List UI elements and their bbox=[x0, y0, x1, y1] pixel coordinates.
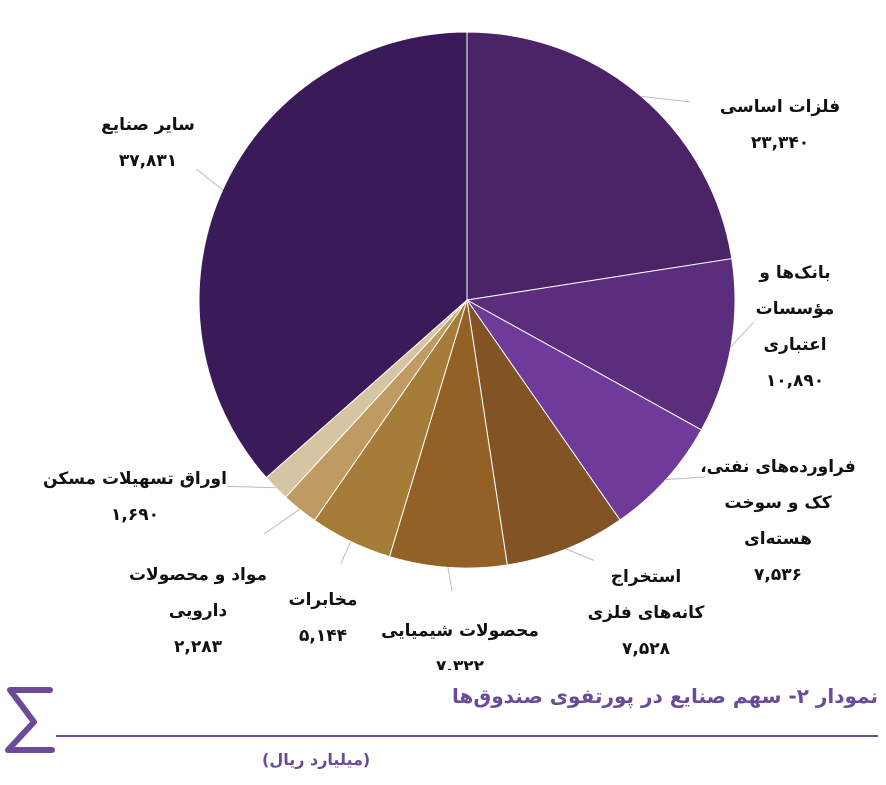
slice-value-7: ۲,۲۸۳ bbox=[174, 637, 223, 657]
slice-label-3-line-1: فراورده‌های نفتی، bbox=[700, 457, 856, 477]
slice-value-8: ۱,۶۹۰ bbox=[111, 505, 159, 525]
slice-label-2-line-1: بانک‌ها و bbox=[758, 263, 830, 283]
slice-value-3: ۷,۵۳۶ bbox=[754, 565, 802, 585]
slice-value-5: ۷,۳۲۲ bbox=[436, 657, 485, 670]
slice-value-1: ۲۳,۳۴۰ bbox=[751, 133, 809, 153]
leader-line-8 bbox=[226, 485, 276, 489]
pie-slice-2 bbox=[465, 258, 736, 431]
leader-line-9 bbox=[196, 168, 223, 191]
slice-label-2-line-3: اعتباری bbox=[763, 335, 826, 355]
slice-label-7-line-2: دارویی bbox=[169, 601, 228, 621]
slice-value-4: ۷,۵۲۸ bbox=[622, 639, 671, 659]
leader-line-2 bbox=[730, 322, 754, 348]
pie-slice-3 bbox=[466, 299, 703, 521]
slice-value-2: ۱۰,۸۹۰ bbox=[766, 371, 824, 391]
pie-slice-5 bbox=[388, 299, 508, 569]
slice-label-4-line-1: استخراج bbox=[611, 567, 681, 587]
leader-line-1 bbox=[641, 95, 690, 103]
slice-label-6-line-1: مخابرات bbox=[288, 590, 357, 610]
slice-label-8-line-1: اوراق تسهیلات مسکن bbox=[43, 469, 227, 489]
slice-label-9-line-1: سایر صنایع bbox=[101, 115, 195, 135]
title-underline bbox=[56, 735, 878, 737]
leader-line-3 bbox=[665, 476, 706, 481]
slice-label-2-line-2: مؤسسات bbox=[756, 299, 835, 319]
sigma-icon bbox=[5, 687, 55, 753]
leader-line-5 bbox=[447, 567, 453, 592]
slice-label-3-line-3: هسته‌ای bbox=[744, 529, 812, 549]
leader-line-7 bbox=[263, 508, 300, 535]
leader-line-6 bbox=[340, 541, 352, 564]
slice-label-7-line-1: مواد و محصولات bbox=[129, 565, 267, 585]
slice-value-9: ۳۷,۸۳۱ bbox=[119, 151, 177, 171]
chart-title: نمودار ۲- سهم صنایع در پورتفوی صندوق‌ها bbox=[452, 684, 878, 708]
slice-label-5-line-1: محصولات شیمیایی bbox=[381, 621, 539, 641]
pie-slice-9 bbox=[198, 31, 468, 479]
slice-value-6: ۵,۱۴۴ bbox=[299, 626, 347, 646]
pie-slice-4 bbox=[466, 299, 621, 566]
slice-label-4-line-2: کانه‌های فلزی bbox=[588, 603, 705, 623]
pie-slice-1 bbox=[466, 31, 733, 301]
pie-chart: فلزات اساسی ۲۳,۳۴۰ بانک‌ها و مؤسسات اعتباری ۱… bbox=[43, 31, 856, 670]
leader-line-4 bbox=[566, 548, 595, 561]
slice-label-1-line-1: فلزات اساسی bbox=[720, 97, 840, 117]
slice-label-3-line-2: کک و سوخت bbox=[724, 493, 831, 513]
unit-label: (میلیارد ریال) bbox=[262, 750, 371, 769]
